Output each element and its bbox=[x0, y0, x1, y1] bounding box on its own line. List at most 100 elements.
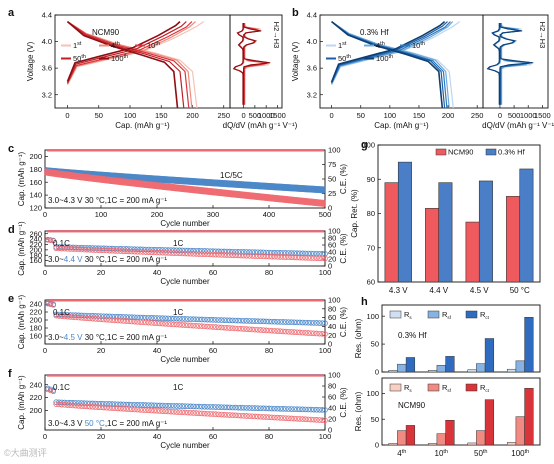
panel-f-capacity-point-NCM90 bbox=[238, 412, 244, 419]
panel-f-capacity-point-NCM90 bbox=[221, 411, 228, 418]
panel-h-sub1-legend-swatch-Rs bbox=[389, 383, 402, 392]
panel-e-capacity-point-NCM90 bbox=[199, 323, 205, 329]
panel-e-capacity-point-0.3% Hf bbox=[224, 317, 230, 324]
panel-g-y-tick-label: 90 bbox=[367, 175, 375, 184]
panel-f-capacity-point-0.3% Hf bbox=[313, 406, 320, 413]
panel-d-yr-tick-label: 20 bbox=[328, 255, 336, 264]
panel-d-capacity-point-NCM90 bbox=[101, 247, 107, 254]
panel-f-capacity-point-NCM90 bbox=[246, 413, 253, 419]
panel-f-capacity-point-NCM90 bbox=[81, 403, 87, 410]
panel-f-capacity-point-0.3% Hf bbox=[305, 406, 312, 413]
panel-e-capacity-point-NCM90 bbox=[294, 329, 300, 336]
panel-b-charge-curve-10th bbox=[331, 21, 451, 84]
panel-d-capacity-point-NCM90 bbox=[196, 251, 202, 257]
panel-c-x-tick-label: 200 bbox=[151, 210, 164, 219]
panel-f-capacity-point-NCM90 bbox=[252, 413, 258, 420]
panel-a-discharge-curve-10th bbox=[67, 21, 190, 109]
panel-e-capacity-point-NCM90 bbox=[131, 318, 138, 325]
panel-d-capacity-point-0.3% Hf bbox=[249, 249, 256, 255]
panel-d-capacity-point-0.3% Hf bbox=[280, 250, 286, 256]
panel-b-x-tick-label: 250 bbox=[471, 111, 484, 120]
panel-b-dqdv-x-tick-label: 1000 bbox=[520, 111, 537, 120]
panel-d-capacity-point-NCM90 bbox=[243, 252, 250, 259]
panel-b-x-tick-label: 200 bbox=[442, 111, 455, 120]
panel-f-capacity-point-NCM90 bbox=[185, 409, 191, 416]
panel-a-sample-label: NCM90 bbox=[92, 28, 120, 37]
panel-b-dqdv-discharge-100th bbox=[486, 23, 500, 105]
panel-e-capacity-point-0.3% Hf bbox=[274, 318, 281, 325]
panel-e-capacity-point-0.3% Hf bbox=[98, 313, 104, 319]
panel-f-capacity-point-NCM90 bbox=[215, 411, 222, 418]
panel-c-yr-tick-label: 0 bbox=[328, 204, 332, 213]
panel-e-capacity-point-NCM90 bbox=[185, 322, 191, 329]
panel-e-capacity-point-NCM90 bbox=[221, 324, 228, 331]
panel-d-x-tick-label: 20 bbox=[97, 268, 105, 277]
panel-f-capacity-point-NCM90 bbox=[140, 407, 146, 413]
panel-b-x-tick-label: 100 bbox=[384, 111, 397, 120]
panel-d-capacity-point-0.3% Hf bbox=[282, 250, 289, 256]
panel-d-capacity-point-NCM90 bbox=[87, 247, 93, 253]
panel-h-category-label: 4th bbox=[397, 449, 406, 458]
panel-h-sub0-legend-swatch-Rct bbox=[465, 310, 478, 319]
panel-d-capacity-point-NCM90 bbox=[218, 252, 225, 258]
panel-e-capacity-point-0.3% Hf bbox=[176, 315, 183, 322]
panel-f-capacity-point-NCM90 bbox=[229, 412, 236, 418]
panel-e-capacity-point-NCM90 bbox=[106, 317, 113, 323]
panel-d-capacity-point-NCM90 bbox=[179, 250, 186, 257]
panel-e-capacity-point-0.3% Hf bbox=[305, 319, 312, 326]
panel-g-bar-NCM90-4.4 V bbox=[425, 208, 440, 283]
panel-d-capacity-point-0.3% Hf bbox=[171, 247, 177, 254]
panel-a-xlabel: Cap. (mAh g⁻¹) bbox=[115, 121, 170, 130]
panel-c-y-tick-label: 140 bbox=[29, 191, 42, 200]
panel-e-capacity-point-NCM90 bbox=[67, 314, 73, 320]
panel-f-capacity-point-NCM90 bbox=[316, 417, 323, 423]
panel-e-capacity-point-NCM90 bbox=[81, 315, 87, 321]
panel-f-capacity-point-NCM90 bbox=[123, 406, 129, 412]
panel-e-capacity-point-NCM90 bbox=[173, 321, 180, 328]
panel-d-capacity-point-NCM90 bbox=[299, 254, 306, 261]
panel-e-capacity-point-NCM90 bbox=[84, 315, 90, 322]
panel-e-capacity-point-NCM90 bbox=[288, 329, 295, 335]
panel-f-capacity-point-NCM90 bbox=[277, 415, 284, 421]
panel-d-capacity-point-NCM90 bbox=[165, 250, 172, 256]
panel-f-capacity-point-NCM90 bbox=[115, 405, 121, 412]
panel-d-capacity-point-NCM90 bbox=[249, 253, 256, 259]
panel-e-capacity-point-0.3% Hf bbox=[257, 318, 264, 325]
panel-e-capacity-point-NCM90 bbox=[98, 316, 104, 323]
panel-f-capacity-point-0.3% Hf bbox=[238, 404, 244, 411]
panel-f-capacity-point-0.3% Hf bbox=[95, 400, 101, 407]
panel-a-discharge-curve-100th bbox=[66, 20, 179, 109]
panel-e-capacity-point-NCM90 bbox=[92, 316, 99, 322]
panel-f-capacity-point-NCM90 bbox=[70, 402, 76, 409]
panel-d-y-tick-label: 200 bbox=[29, 245, 42, 254]
panel-e-capacity-point-NCM90 bbox=[187, 322, 194, 329]
panel-f-capacity-point-NCM90 bbox=[53, 401, 59, 407]
panel-e-capacity-point-NCM90 bbox=[53, 312, 59, 319]
panel-f-capacity-point-NCM90 bbox=[92, 404, 99, 410]
panel-e-y-tick-label: 240 bbox=[29, 300, 42, 309]
panel-e-capacity-point-NCM90 bbox=[316, 330, 323, 337]
panel-b-y-tick-label: 3.6 bbox=[307, 64, 317, 73]
panel-d-capacity-point-NCM90 bbox=[246, 253, 253, 259]
panel-d-capacity-point-0.3% Hf bbox=[246, 249, 253, 255]
panel-d-capacity-point-NCM90 bbox=[232, 252, 239, 259]
panel-f-capacity-point-0.3% Hf bbox=[249, 405, 256, 411]
panel-e-capacity-point-NCM90 bbox=[64, 313, 71, 320]
panel-f-capacity-point-0.3% Hf bbox=[316, 406, 323, 413]
panel-f-capacity-point-0.3% Hf bbox=[291, 406, 298, 412]
panel-e-x-tick-label: 60 bbox=[209, 346, 217, 355]
panel-f-rate-label-cycling: 1C bbox=[173, 383, 183, 392]
panel-f-capacity-point-NCM90 bbox=[207, 411, 214, 417]
panel-f-capacity-point-0.3% Hf bbox=[254, 405, 261, 411]
panel-a-charge-curve-50th bbox=[66, 21, 187, 84]
panel-d-capacity-point-NCM90 bbox=[213, 251, 219, 258]
panel-d-yr-tick-label: 80 bbox=[328, 234, 336, 243]
panel-d-capacity-point-NCM90 bbox=[207, 251, 214, 258]
panel-f-capacity-point-0.3% Hf bbox=[151, 402, 158, 409]
panel-d-capacity-point-NCM90 bbox=[254, 253, 261, 259]
panel-c-yr-tick-label: 75 bbox=[328, 160, 336, 169]
panel-f-capacity-point-0.3% Hf bbox=[201, 403, 208, 410]
panel-f-capacity-point-0.3% Hf bbox=[282, 406, 289, 412]
panel-d-capacity-point-NCM90 bbox=[129, 248, 135, 255]
panel-f-capacity-point-NCM90 bbox=[266, 414, 272, 421]
